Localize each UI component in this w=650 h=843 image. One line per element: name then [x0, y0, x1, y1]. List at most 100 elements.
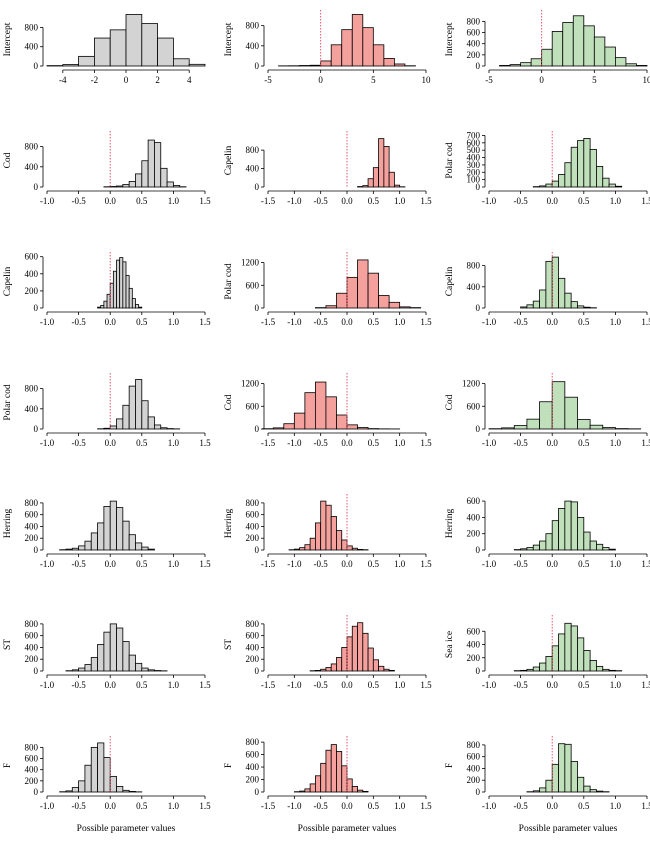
y-axis-label: Capelin — [3, 266, 13, 296]
bar — [116, 185, 124, 188]
bar — [138, 306, 143, 309]
bar — [577, 140, 585, 188]
bar — [128, 287, 133, 309]
bar — [122, 641, 130, 672]
bar — [372, 167, 379, 188]
bar — [336, 292, 348, 309]
bar — [539, 787, 547, 793]
bar — [539, 401, 553, 430]
bar — [526, 668, 534, 672]
x-tick-label: 1.5 — [641, 680, 650, 690]
bar — [94, 37, 111, 67]
bar — [520, 669, 528, 672]
y-axis-label: Herring — [3, 508, 13, 538]
y-tick-label: 200 — [467, 50, 481, 60]
x-tick-label: 0.5 — [136, 559, 148, 569]
bar — [97, 742, 105, 793]
x-tick-label: 5 — [371, 75, 376, 85]
bar — [532, 544, 540, 551]
bar — [299, 65, 311, 67]
bar — [570, 760, 578, 793]
x-tick-label: 1.5 — [641, 801, 650, 811]
bar — [636, 65, 648, 67]
x-tick-label: 0.5 — [136, 680, 148, 690]
bar — [593, 36, 606, 67]
x-tick-label: 0.0 — [547, 438, 559, 448]
bar — [501, 427, 515, 430]
y-tick-label: 800 — [246, 737, 260, 747]
bar — [346, 424, 358, 430]
panel-r1c1: 0 400 800 -4 -2 0 2 4 Intercept — [3, 14, 206, 85]
y-tick-label: 800 — [467, 16, 481, 26]
bar — [372, 44, 385, 67]
x-tick-label: 1.5 — [199, 680, 211, 690]
x-tick-label: -1.5 — [261, 317, 276, 327]
x-tick-label: 0.5 — [368, 196, 380, 206]
bar — [589, 540, 597, 551]
x-tick-label: 1.0 — [168, 559, 180, 569]
bar — [119, 257, 124, 309]
bar — [147, 548, 155, 551]
bar — [116, 418, 124, 430]
x-tick-label: -0.5 — [71, 559, 86, 569]
bar — [103, 427, 111, 430]
bar — [116, 259, 121, 309]
y-tick-label: 600 — [246, 750, 260, 760]
bar — [509, 64, 522, 67]
panel-r3c2: 0 600 1200 -1.5 -1.0 -0.5 0.0 0.5 1.0 1.5 Polar co… — [224, 252, 432, 327]
x-tick-label: 0.0 — [105, 801, 117, 811]
x-tick-label: -1.0 — [482, 438, 497, 448]
x-tick-label: -1.0 — [482, 680, 497, 690]
y-tick-label: 0 — [255, 182, 260, 192]
bar — [135, 379, 143, 430]
bar — [346, 276, 358, 309]
bar — [351, 547, 358, 551]
x-tick-label: -1.0 — [40, 438, 55, 448]
x-tick-label: -1.0 — [482, 317, 497, 327]
bar — [545, 779, 553, 793]
x-tick-label: 0.5 — [578, 801, 590, 811]
panel-r6c3: 0 200 400 600 -1.0 -0.5 0.0 0.5 1.0 1.5 Sea ice — [445, 615, 650, 690]
bar — [125, 14, 143, 67]
x-tick-label: 1.0 — [610, 559, 622, 569]
bar — [372, 659, 379, 672]
y-tick-label: 800 — [25, 498, 39, 508]
bar — [545, 533, 553, 551]
y-tick-label: 1200 — [241, 258, 260, 268]
x-tick-label: 1.0 — [610, 196, 622, 206]
x-tick-label: 1.5 — [420, 680, 432, 690]
x-tick-label: 0.0 — [105, 317, 117, 327]
bar — [90, 532, 98, 551]
bar — [122, 261, 127, 309]
y-axis-label: Polar cod — [224, 263, 234, 299]
x-tick-label: -0.5 — [71, 680, 86, 690]
x-tick-label: -1.0 — [287, 801, 302, 811]
y-tick-label: 800 — [246, 619, 260, 629]
bar — [314, 670, 322, 672]
bar — [564, 396, 578, 430]
bar — [135, 304, 140, 309]
bar — [558, 743, 566, 793]
x-tick-label: 1.5 — [199, 559, 211, 569]
x-tick-label: 0.0 — [341, 438, 353, 448]
bar — [596, 665, 604, 672]
bar — [320, 668, 327, 672]
x-tick-label: 10 — [643, 75, 650, 85]
y-tick-label: 200 — [467, 775, 481, 785]
y-tick-label: 0 — [476, 61, 481, 71]
bar — [103, 757, 111, 793]
x-tick-label: 0.0 — [341, 196, 353, 206]
bar — [84, 540, 92, 551]
bar — [589, 149, 597, 188]
y-tick-label: 600 — [25, 252, 39, 262]
bar — [596, 790, 604, 793]
bar — [596, 165, 604, 188]
x-tick-label: 0.5 — [368, 801, 380, 811]
y-tick-label: 400 — [246, 762, 260, 772]
y-tick-label: 0 — [255, 545, 260, 555]
bar — [109, 186, 117, 188]
x-tick-label: 0.0 — [547, 801, 559, 811]
bar — [551, 763, 559, 793]
